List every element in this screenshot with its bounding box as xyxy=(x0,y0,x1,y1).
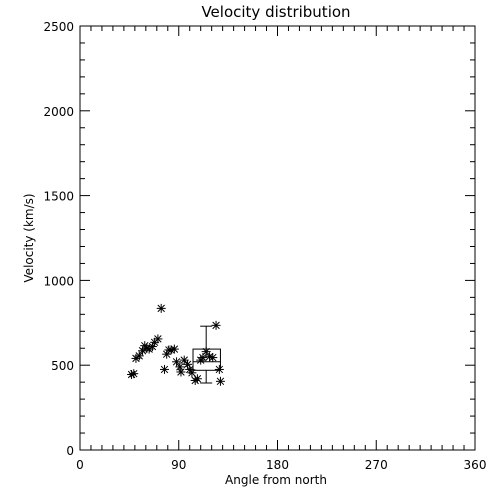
y-tick-label: 1000 xyxy=(43,274,74,288)
x-tick-labels: 0 90 180 270 360 xyxy=(76,458,486,472)
x-axis-label: Angle from north xyxy=(225,473,327,487)
data-point xyxy=(129,369,139,379)
y-tick-label: 2500 xyxy=(43,20,74,34)
y-tick-labels: 0 500 1000 1500 2000 2500 xyxy=(43,20,74,458)
data-point xyxy=(172,357,182,367)
chart-title: Velocity distribution xyxy=(201,3,350,21)
plot-frame xyxy=(79,25,476,451)
data-point xyxy=(176,367,186,377)
y-tick-label: 500 xyxy=(51,359,74,373)
data-point xyxy=(214,364,224,374)
box-plot xyxy=(192,325,221,384)
y-tick-label: 1500 xyxy=(43,190,74,204)
data-point xyxy=(156,303,166,313)
data-point xyxy=(215,376,225,386)
data-points xyxy=(127,303,225,386)
box-iqr xyxy=(192,348,221,371)
data-point xyxy=(159,364,169,374)
x-tick-label: 270 xyxy=(365,458,388,472)
data-point xyxy=(134,351,144,361)
data-point xyxy=(192,374,202,384)
data-point xyxy=(208,353,218,363)
y-tick-label: 0 xyxy=(66,444,74,458)
data-point xyxy=(153,334,163,344)
x-tick-label: 90 xyxy=(171,458,186,472)
x-tick-label: 0 xyxy=(76,458,84,472)
data-point xyxy=(211,320,221,330)
axis-ticks xyxy=(79,25,476,451)
y-tick-label: 2000 xyxy=(43,105,74,119)
x-tick-label: 180 xyxy=(266,458,289,472)
x-tick-label: 360 xyxy=(464,458,487,472)
y-axis-label: Velocity (km/s) xyxy=(22,193,36,282)
data-point xyxy=(169,344,179,354)
